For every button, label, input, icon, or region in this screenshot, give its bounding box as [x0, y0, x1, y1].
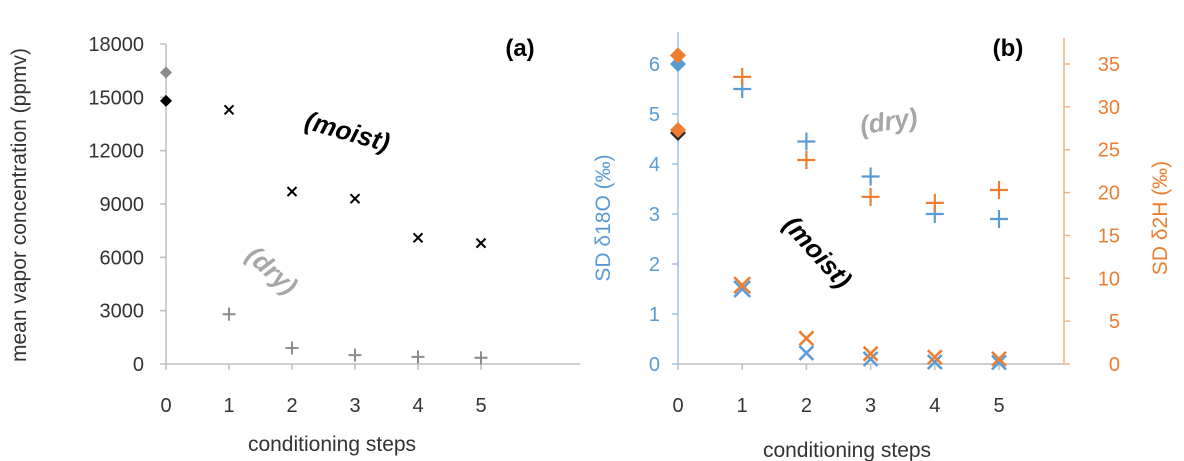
panel-b-d18O-dry-point — [797, 132, 816, 151]
panel-a-x-tick-label: 3 — [349, 395, 360, 417]
panel-b-d2H-moist-point — [733, 276, 752, 295]
panel-b-x-tick-label: 3 — [865, 395, 876, 417]
panel-b-d2H-moist-point — [798, 330, 815, 347]
panel-b-left-y-ticks: 0 1 2 3 4 5 6 — [649, 54, 678, 376]
panel-b-right-y-ticks: 0 5 10 15 20 25 30 35 — [1064, 54, 1120, 376]
panel-b-left-y-tick-label: 2 — [649, 254, 660, 276]
panel-b-d2H-dry-point — [990, 181, 1008, 199]
panel-b-d2H-dry-point — [670, 47, 686, 64]
panel-b-label: (b) — [993, 35, 1024, 62]
panel-a-moist-point — [475, 237, 487, 249]
panel-a-y-tick-label: 12000 — [88, 141, 144, 163]
panel-b-x-tick-label: 4 — [929, 395, 940, 417]
panel-a-moist-point — [160, 94, 172, 107]
panel-b-d18O-moist-point — [862, 351, 879, 367]
panel-b-right-y-tick-label: 0 — [1109, 354, 1120, 376]
panel-a-dry-point — [160, 66, 172, 79]
panel-b-left-y-tick-label: 6 — [649, 54, 660, 76]
panel-b-left-y-tick-label: 3 — [649, 204, 660, 226]
panel-a-y-tick-label: 18000 — [88, 34, 144, 56]
panel-b-d18O-dry-point — [670, 56, 686, 72]
panel-a-dry-point — [411, 350, 425, 364]
panel-b-x-axis-title: conditioning steps — [763, 439, 931, 461]
panel-b-x-tick-label: 2 — [801, 395, 812, 417]
panel-b-right-y-tick-label: 15 — [1098, 225, 1120, 247]
panel-b-left-y-axis-title: SD δ18O (‰) — [592, 154, 615, 281]
panel-b-x-tick-label: 1 — [737, 395, 748, 417]
panel-a-moist-point — [412, 232, 424, 243]
panel-b-right-y-tick-label: 20 — [1098, 183, 1120, 205]
panel-a-moist-point — [349, 193, 361, 204]
panel-b-d2H-moist-point — [991, 350, 1007, 367]
panel-a-y-tick-label: 15000 — [88, 87, 144, 109]
panel-b-right-y-tick-label: 30 — [1098, 97, 1120, 119]
panel-b-right-y-tick-label: 10 — [1098, 268, 1120, 290]
panel-b-d18O-dry-point — [990, 210, 1008, 228]
panel-b-right-y-tick-label: 25 — [1098, 140, 1120, 162]
panel-b-right-y-tick-label: 5 — [1109, 311, 1120, 333]
panel-b-left-y-tick-label: 1 — [649, 304, 660, 326]
panel-b-d2H-dry-point — [797, 151, 816, 169]
panel-a-y-ticks: 0 3000 6000 9000 12000 15000 18000 — [88, 34, 166, 376]
panel-b-d2H-moist-point — [862, 345, 879, 362]
panel-b-right-y-tick-label: 35 — [1098, 54, 1120, 76]
panel-a-dry-point — [285, 341, 299, 355]
panel-b-d18O-moist-point — [991, 354, 1007, 371]
panel-b-d2H-moist-point — [670, 122, 686, 138]
panel-a-moist-point — [286, 186, 298, 197]
panel-b-d2H-moist-point — [926, 349, 943, 366]
panel-a-x-ticks: 0 1 2 3 4 5 — [160, 364, 487, 417]
panel-a-y-tick-label: 0 — [133, 354, 144, 376]
panel-b-x-tick-label: 0 — [672, 395, 683, 417]
panel-a-y-axis-title: mean vapor concentration (ppmv) — [8, 48, 31, 362]
panel-a-x-tick-label: 1 — [223, 395, 234, 417]
panel-a-moist-annotation: (moist) — [302, 105, 394, 158]
panel-a-y-tick-label: 6000 — [100, 247, 145, 269]
panel-b-moist-annotation: (moist) — [778, 210, 858, 294]
panel-b-dry-annotation: (dry) — [858, 102, 920, 141]
panel-a-points — [160, 66, 488, 365]
panel-b-d2H-dry-point — [861, 187, 880, 206]
panel-a-label: (a) — [505, 35, 534, 62]
panel-a-moist-point — [223, 104, 235, 115]
panel-b-left-y-tick-label: 0 — [649, 354, 660, 376]
panel-b-d2H-dry-point — [733, 67, 752, 86]
panel-a-dry-point — [348, 348, 362, 362]
panel-b-left-y-tick-label: 5 — [649, 104, 660, 126]
panel-b-left-y-tick-label: 4 — [649, 154, 660, 176]
panel-a-dry-point — [474, 351, 488, 365]
panel-b-d18O-moist-point — [926, 354, 943, 370]
panel-a-x-tick-label: 4 — [412, 395, 423, 417]
panel-a-x-tick-label: 2 — [286, 395, 297, 417]
panel-a-x-tick-label: 0 — [160, 395, 171, 417]
panel-b-x-ticks: 0 1 2 3 4 5 — [672, 364, 1005, 417]
panel-b-d2H-dry-point — [925, 193, 944, 212]
panel-a-x-axis-title: conditioning steps — [248, 433, 416, 456]
panel-b-points — [670, 47, 1008, 371]
panel-a-dry-annotation: (dry) — [241, 240, 304, 301]
panel-b-d18O-dry-point — [861, 167, 880, 186]
panel-b-d18O-moist-point — [798, 345, 815, 361]
panel-b: 0 1 2 3 4 5 6 0 5 10 15 20 25 30 35 0 1 2 3 4 5 (b) condit… — [592, 32, 1172, 461]
panel-a-dry-point — [222, 307, 236, 321]
panel-a-y-tick-label: 9000 — [100, 194, 145, 216]
panel-a-x-tick-label: 5 — [475, 395, 486, 417]
panel-a-y-tick-label: 3000 — [100, 301, 145, 323]
panel-b-d18O-moist-point — [733, 280, 752, 298]
panel-b-x-tick-label: 5 — [993, 395, 1004, 417]
panel-b-right-y-axis-title: SD δ2H (‰) — [1149, 161, 1172, 275]
